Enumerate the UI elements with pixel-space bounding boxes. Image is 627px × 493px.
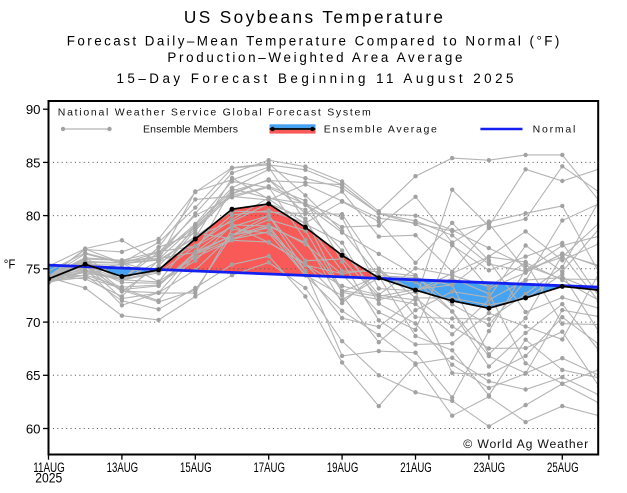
svg-text:Ensemble Members: Ensemble Members (143, 124, 238, 136)
svg-text:23AUG: 23AUG (474, 460, 506, 475)
svg-text:21AUG: 21AUG (400, 460, 432, 475)
svg-text:60: 60 (26, 421, 41, 436)
svg-text:11AUG: 11AUG (33, 460, 65, 475)
svg-text:15–Day Forecast Beginning 11 A: 15–Day Forecast Beginning 11 August 2025 (117, 71, 514, 86)
svg-text:National Weather Service Globa: National Weather Service Global Forecast… (58, 106, 371, 118)
svg-text:13AUG: 13AUG (107, 460, 138, 475)
svg-text:80: 80 (26, 209, 41, 224)
svg-text:Ensemble Average: Ensemble Average (324, 124, 437, 136)
svg-text:85: 85 (26, 155, 41, 170)
svg-text:25AUG: 25AUG (547, 460, 579, 475)
svg-text:17AUG: 17AUG (253, 460, 285, 475)
svg-text:70: 70 (26, 315, 41, 330)
svg-text:75: 75 (26, 262, 41, 277)
svg-text:65: 65 (26, 368, 41, 383)
svg-text:Production–Weighted Area Avera: Production–Weighted Area Average (167, 50, 462, 65)
svg-text:15AUG: 15AUG (180, 460, 212, 475)
svg-text:19AUG: 19AUG (327, 460, 359, 475)
svg-text:© World Ag Weather: © World Ag Weather (463, 437, 588, 451)
svg-text:90: 90 (26, 102, 41, 117)
svg-text:2025: 2025 (35, 470, 62, 485)
svg-text:°F: °F (4, 256, 16, 271)
svg-text:Normal: Normal (533, 124, 576, 136)
